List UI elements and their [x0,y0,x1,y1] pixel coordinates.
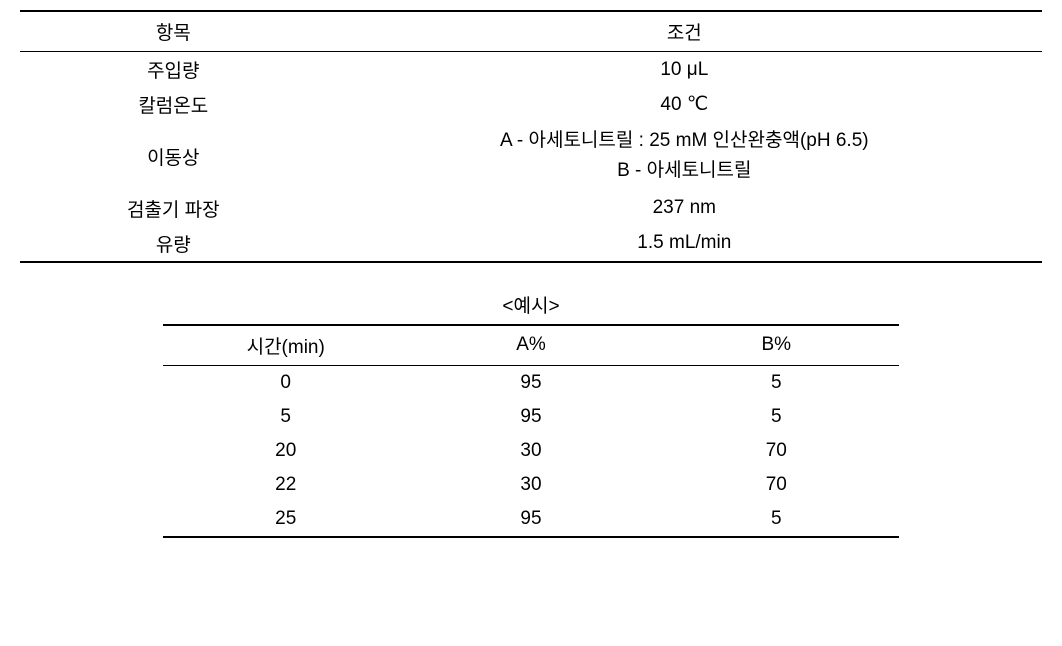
table-header-row: 항목 조건 [20,11,1042,52]
cell-item: 이동상 [20,122,327,191]
cell-time: 5 [163,400,408,434]
condition-line-1: A - 아세토니트릴 : 25 mM 인산완충액(pH 6.5) [335,126,1034,156]
table-row: 22 30 70 [163,468,899,502]
cell-item: 검출기 파장 [20,191,327,226]
cell-item: 유량 [20,226,327,262]
cell-item: 주입량 [20,52,327,88]
example-label: <예시> [20,291,1042,318]
cell-b: 5 [654,400,899,434]
cell-condition: 40 ℃ [327,87,1042,122]
header-b: B% [654,325,899,366]
conditions-table: 항목 조건 주입량 10 μL 칼럼온도 40 ℃ 이동상 A - 아세토니트릴… [20,10,1042,263]
cell-time: 20 [163,434,408,468]
cell-time: 22 [163,468,408,502]
table-row: 이동상 A - 아세토니트릴 : 25 mM 인산완충액(pH 6.5) B -… [20,122,1042,191]
cell-time: 25 [163,502,408,537]
cell-item: 칼럼온도 [20,87,327,122]
cell-a: 30 [408,468,653,502]
header-condition: 조건 [327,11,1042,52]
table-row: 25 95 5 [163,502,899,537]
cell-b: 70 [654,434,899,468]
cell-a: 30 [408,434,653,468]
cell-a: 95 [408,400,653,434]
cell-b: 5 [654,365,899,400]
table-row: 유량 1.5 mL/min [20,226,1042,262]
cell-b: 5 [654,502,899,537]
table-header-row: 시간(min) A% B% [163,325,899,366]
cell-condition-multiline: A - 아세토니트릴 : 25 mM 인산완충액(pH 6.5) B - 아세토… [327,122,1042,191]
cell-a: 95 [408,502,653,537]
table-row: 5 95 5 [163,400,899,434]
table-row: 20 30 70 [163,434,899,468]
header-time: 시간(min) [163,325,408,366]
header-a: A% [408,325,653,366]
cell-condition: 10 μL [327,52,1042,88]
table-row: 주입량 10 μL [20,52,1042,88]
cell-time: 0 [163,365,408,400]
table-row: 검출기 파장 237 nm [20,191,1042,226]
cell-condition: 237 nm [327,191,1042,226]
gradient-table: 시간(min) A% B% 0 95 5 5 95 5 20 30 70 2 [163,324,899,538]
table-row: 0 95 5 [163,365,899,400]
gradient-table-wrapper: 시간(min) A% B% 0 95 5 5 95 5 20 30 70 2 [20,324,1042,538]
condition-line-2: B - 아세토니트릴 [335,156,1034,186]
cell-b: 70 [654,468,899,502]
header-item: 항목 [20,11,327,52]
cell-condition: 1.5 mL/min [327,226,1042,262]
table-row: 칼럼온도 40 ℃ [20,87,1042,122]
cell-a: 95 [408,365,653,400]
